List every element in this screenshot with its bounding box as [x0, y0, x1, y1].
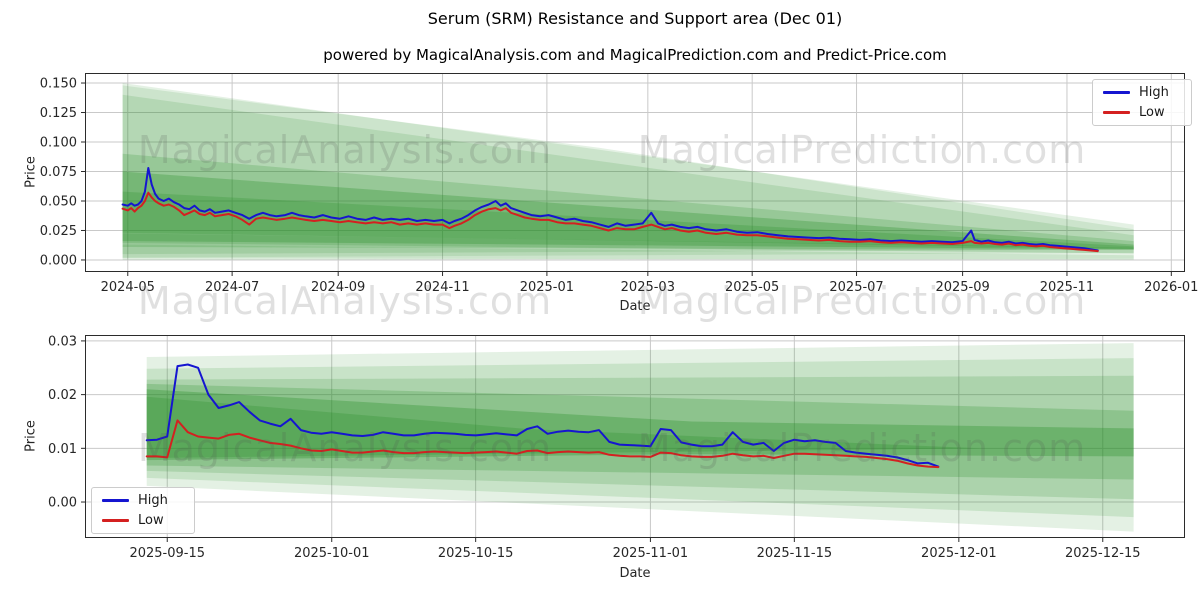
- bottom-x-axis-label: Date: [619, 566, 651, 581]
- axes-frame: [85, 73, 1185, 272]
- high-line: [145, 363, 940, 468]
- x-tick-label: 2025-11-01: [613, 546, 689, 561]
- bottom-legend: High Low: [91, 487, 195, 534]
- x-tick-label: 2026-01: [1144, 280, 1198, 295]
- legend-entry-low: Low: [102, 513, 184, 528]
- x-tick-label: 2024-09: [311, 280, 365, 295]
- x-tick-label: 2025-09: [935, 280, 989, 295]
- x-tick-label: 2025-10-15: [438, 546, 514, 561]
- chart-subtitle: powered by MagicalAnalysis.com and Magic…: [323, 46, 947, 64]
- chart-title: Serum (SRM) Resistance and Support area …: [427, 9, 843, 28]
- y-tick-label: 0.000: [40, 253, 77, 268]
- bottom-y-axis-label: Price: [23, 420, 39, 452]
- support-resistance-band: [146, 343, 1134, 532]
- y-tick-label: 0.050: [40, 194, 77, 209]
- top-x-axis-label: Date: [619, 299, 651, 314]
- y-tick-label: 0.150: [40, 77, 77, 92]
- y-tick-label: 0.125: [40, 106, 77, 121]
- x-tick-label: 2024-05: [101, 280, 155, 295]
- low-line: [121, 191, 1099, 253]
- x-tick-label: 2024-11: [415, 280, 469, 295]
- y-tick-label: 0.01: [48, 442, 77, 457]
- y-tick-label: 0.100: [40, 136, 77, 151]
- bottom-price-chart-canvas: 0.00 0.01 0.02 0.03 2025-09-15 2025-10-01 2025…: [48, 334, 1185, 561]
- support-resistance-band: [122, 171, 1134, 250]
- support-resistance-band: [146, 389, 1134, 461]
- support-resistance-band: [122, 94, 1134, 255]
- top-legend: High Low: [1092, 79, 1192, 126]
- x-tick-label: 2025-12-01: [921, 546, 997, 561]
- y-tick-label: 0.00: [48, 496, 77, 511]
- x-tick-label: 2025-09-15: [129, 546, 205, 561]
- legend-label-high: High: [1139, 85, 1169, 100]
- support-resistance-band: [146, 358, 1134, 518]
- high-line-swatch: [102, 499, 129, 502]
- x-tick-label: 2025-11-15: [757, 546, 833, 561]
- low-line: [145, 419, 940, 469]
- support-resistance-band: [122, 244, 1134, 260]
- x-tick-label: 2025-07: [829, 280, 883, 295]
- top-price-chart-canvas: 0.000 0.025 0.050 0.075 0.100 0.125 0.150 2024-…: [40, 73, 1198, 295]
- x-tick-label: 2025-10-01: [294, 546, 370, 561]
- low-line-swatch: [1103, 111, 1130, 114]
- legend-entry-low: Low: [1103, 105, 1181, 120]
- support-resistance-band: [122, 153, 1134, 250]
- support-resistance-band: [122, 233, 1134, 254]
- y-tick-label: 0.03: [48, 334, 77, 349]
- x-tick-label: 2025-03: [621, 280, 675, 295]
- high-line-swatch: [1103, 91, 1130, 94]
- y-tick-label: 0.025: [40, 224, 77, 239]
- y-tick-label: 0.02: [48, 388, 77, 403]
- x-tick-label: 2025-05: [725, 280, 779, 295]
- x-tick-label: 2025-12-15: [1065, 546, 1141, 561]
- support-resistance-band: [122, 85, 1134, 258]
- y-tick-label: 0.075: [40, 165, 77, 180]
- legend-label-low: Low: [138, 513, 164, 528]
- legend-label-low: Low: [1139, 105, 1165, 120]
- support-resistance-band: [122, 83, 1134, 260]
- high-line: [121, 167, 1099, 252]
- legend-entry-high: High: [1103, 85, 1181, 100]
- axes-frame: [85, 335, 1185, 538]
- support-resistance-band: [146, 375, 1134, 500]
- top-y-axis-label: Price: [23, 156, 39, 188]
- x-tick-label: 2025-01: [520, 280, 574, 295]
- legend-label-high: High: [138, 493, 168, 508]
- x-tick-label: 2025-11: [1040, 280, 1094, 295]
- support-resistance-band: [146, 396, 980, 458]
- x-tick-label: 2024-07: [205, 280, 259, 295]
- support-resistance-band: [122, 191, 1134, 249]
- low-line-swatch: [102, 519, 129, 522]
- legend-entry-high: High: [102, 493, 184, 508]
